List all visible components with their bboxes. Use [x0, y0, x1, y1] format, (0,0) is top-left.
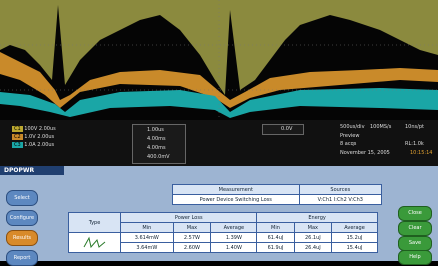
header: Measurement: [173, 185, 300, 195]
cell: Average: [211, 223, 257, 233]
type-icon: [69, 233, 121, 253]
scale: 1.0A: [24, 142, 35, 148]
measurement-name: Power Device Switching Loss: [173, 195, 300, 205]
status-bar: C1 100V 2.00us C2 1.0V 2.00us C3 1.0A 2.…: [0, 120, 438, 166]
cell: 15.2uJ: [332, 233, 378, 243]
header: Sources: [299, 185, 381, 195]
app-panel: DPOPWR Select Configure Results Report C…: [0, 166, 438, 261]
results-button[interactable]: Results: [6, 230, 38, 246]
trigger-readout: 0.0V: [281, 126, 292, 132]
acq-mode: Preview: [340, 133, 359, 139]
save-button[interactable]: Save: [398, 236, 432, 251]
ch2-readout: C2 1.0V 2.00us: [12, 134, 54, 140]
cell: Max: [173, 223, 211, 233]
page: C1 100V 2.00us C2 1.0V 2.00us C3 1.0A 2.…: [0, 0, 438, 261]
cell: Max: [294, 223, 331, 233]
clear-button[interactable]: Clear: [398, 221, 432, 236]
clock: 10:15:14: [410, 150, 432, 156]
configure-button[interactable]: Configure: [6, 210, 38, 226]
cell: 1.40W: [211, 243, 257, 253]
resolution: 10ns/pt: [405, 124, 424, 130]
report-button[interactable]: Report: [6, 250, 38, 266]
header: Type: [69, 213, 121, 233]
cell: Min: [121, 223, 173, 233]
scale: 100V: [24, 126, 37, 132]
select-button[interactable]: Select: [6, 190, 38, 206]
acq-count: 8 acqs: [340, 141, 356, 147]
math-box: 1.00us 4.00ms 4.00ms 400.0mV: [132, 124, 186, 164]
time: 2.00us: [37, 142, 54, 148]
cell: 26.1uJ: [294, 233, 331, 243]
math-readout: 1.00us: [147, 127, 164, 133]
app-title: DPOPWR: [0, 166, 64, 175]
label: C3: [12, 142, 23, 148]
cell: 2.60W: [173, 243, 211, 253]
math-readout: 4.00ms: [147, 136, 166, 142]
icon: [83, 236, 107, 248]
header: Energy: [257, 213, 378, 223]
cell: 26.4uJ: [294, 243, 331, 253]
math-readout: 4.00ms: [147, 145, 166, 151]
cell: 3.614mW: [121, 233, 173, 243]
record-length: RL:1.0k: [405, 141, 424, 147]
cell: Min: [257, 223, 294, 233]
cell: 1.39W: [211, 233, 257, 243]
trigger-box: 0.0V: [262, 124, 304, 135]
sources: V:Ch1 I:Ch2 V:Ch3: [299, 195, 381, 205]
cell: 61.4uJ: [257, 233, 294, 243]
waveform-display: [0, 0, 438, 120]
close-button[interactable]: Close: [398, 206, 432, 221]
ch1-readout: C1 100V 2.00us: [12, 126, 56, 132]
cell: 3.64mW: [121, 243, 173, 253]
header: Power Loss: [121, 213, 257, 223]
label: C1: [12, 126, 23, 132]
timebase: 500us/div: [340, 124, 365, 130]
label: C2: [12, 134, 23, 140]
help-button[interactable]: Help: [398, 250, 432, 265]
cell: 61.9uJ: [257, 243, 294, 253]
cell: 2.57W: [173, 233, 211, 243]
ch3-readout: C3 1.0A 2.00us: [12, 142, 54, 148]
date: November 15, 2005: [340, 150, 390, 156]
scale: 1.0V: [24, 134, 35, 140]
sample-rate: 100MS/s: [370, 124, 391, 130]
time: 2.00us: [39, 126, 56, 132]
cell: 15.4uJ: [332, 243, 378, 253]
time: 2.00us: [37, 134, 54, 140]
cell: Average: [332, 223, 378, 233]
math-readout: 400.0mV: [147, 154, 170, 160]
